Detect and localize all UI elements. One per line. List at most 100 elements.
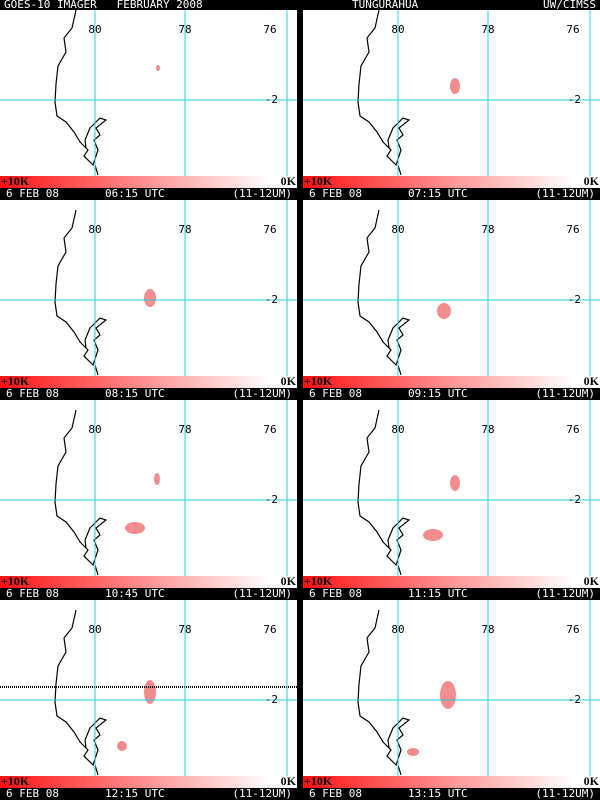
ash-plume <box>154 473 160 485</box>
time: 11:15 UTC <box>408 587 468 600</box>
scale-end <box>270 176 297 188</box>
image-panel: 80 78 76 -2 +10K 0K 6 FEB 08 11:15 UTC (11-12UM) <box>303 400 600 600</box>
color-scale <box>0 576 270 588</box>
longitude-label: 76 <box>566 223 579 236</box>
date: 6 FEB 08 <box>6 787 59 800</box>
color-scale <box>303 376 573 388</box>
image-panel: 80 78 76 -2 +10K 0K 6 FEB 08 12:15 UTC (11-12UM) <box>0 600 297 800</box>
latitude-label: -2 <box>265 93 278 106</box>
date: 6 FEB 08 <box>6 187 59 200</box>
time: 08:15 UTC <box>105 387 165 400</box>
latitude-label: -2 <box>568 693 581 706</box>
header-left: GOES-10 IMAGER FEBRUARY 2008 <box>4 0 203 11</box>
band: (11-12UM) <box>232 787 292 800</box>
color-scale <box>0 776 270 788</box>
latitude-label: -2 <box>568 93 581 106</box>
color-scale <box>0 176 270 188</box>
longitude-label: 78 <box>481 223 494 236</box>
scale-max: +10K <box>1 574 30 588</box>
scale-end <box>573 576 600 588</box>
scale-max: +10K <box>304 174 333 188</box>
scale-max: +10K <box>304 374 333 388</box>
longitude-label: 76 <box>263 23 276 36</box>
longitude-label: 78 <box>481 423 494 436</box>
scale-min: 0K <box>281 574 297 588</box>
scale-end <box>573 776 600 788</box>
color-scale <box>0 376 270 388</box>
scale-min: 0K <box>281 774 297 788</box>
ash-plume <box>407 748 419 756</box>
longitude-label: 78 <box>178 423 191 436</box>
longitude-label: 78 <box>481 23 494 36</box>
scale-end <box>270 576 297 588</box>
date: 6 FEB 08 <box>309 587 362 600</box>
ash-plume <box>440 681 456 709</box>
scale-min: 0K <box>281 174 297 188</box>
date: 6 FEB 08 <box>6 387 59 400</box>
longitude-label: 80 <box>391 23 404 36</box>
band: (11-12UM) <box>535 187 595 200</box>
time: 10:45 UTC <box>105 587 165 600</box>
color-scale <box>303 776 573 788</box>
scale-end <box>573 176 600 188</box>
panel-grid: 80 78 76 -2 +10K 0K 6 FEB 08 06:15 UTC (11-12UM)… <box>0 9 600 800</box>
scale-min: 0K <box>281 374 297 388</box>
image-panel: 80 78 76 -2 +10K 0K 6 FEB 08 13:15 UTC (11-12UM) <box>303 600 600 800</box>
image-panel: 80 78 76 -2 +10K 0K 6 FEB 08 09:15 UTC (11-12UM) <box>303 200 600 400</box>
longitude-label: 78 <box>178 223 191 236</box>
band: (11-12UM) <box>232 587 292 600</box>
image-area <box>0 200 297 376</box>
band: (11-12UM) <box>232 387 292 400</box>
ash-plume <box>156 65 160 71</box>
color-scale <box>303 576 573 588</box>
longitude-label: 78 <box>178 623 191 636</box>
image-panel: 80 78 76 -2 +10K 0K 6 FEB 08 10:45 UTC (11-12UM) <box>0 400 297 600</box>
longitude-label: 76 <box>263 623 276 636</box>
image-area <box>303 200 600 376</box>
image-area <box>0 10 297 176</box>
scale-end <box>270 376 297 388</box>
longitude-label: 76 <box>566 423 579 436</box>
latitude-label: -2 <box>265 493 278 506</box>
longitude-label: 80 <box>88 623 101 636</box>
scale-max: +10K <box>304 774 333 788</box>
longitude-label: 76 <box>566 23 579 36</box>
band: (11-12UM) <box>232 187 292 200</box>
date: 6 FEB 08 <box>309 387 362 400</box>
image-area <box>0 400 297 576</box>
image-panel: 80 78 76 -2 +10K 0K 6 FEB 08 08:15 UTC (11-12UM) <box>0 200 297 400</box>
latitude-label: -2 <box>568 493 581 506</box>
scale-end <box>270 776 297 788</box>
longitude-label: 80 <box>391 223 404 236</box>
scale-min: 0K <box>584 374 600 388</box>
scale-end <box>573 376 600 388</box>
scale-max: +10K <box>1 774 30 788</box>
longitude-label: 80 <box>391 623 404 636</box>
scale-max: +10K <box>1 374 30 388</box>
date: 6 FEB 08 <box>6 587 59 600</box>
date: 6 FEB 08 <box>309 187 362 200</box>
time: 12:15 UTC <box>105 787 165 800</box>
image-panel: 80 78 76 -2 +10K 0K 6 FEB 08 07:15 UTC (11-12UM) <box>303 9 600 200</box>
time: 06:15 UTC <box>105 187 165 200</box>
longitude-label: 80 <box>391 423 404 436</box>
time: 07:15 UTC <box>408 187 468 200</box>
ash-plume <box>437 303 451 319</box>
longitude-label: 78 <box>481 623 494 636</box>
latitude-label: -2 <box>265 293 278 306</box>
longitude-label: 80 <box>88 423 101 436</box>
band: (11-12UM) <box>535 787 595 800</box>
longitude-label: 80 <box>88 223 101 236</box>
scale-min: 0K <box>584 574 600 588</box>
longitude-label: 78 <box>178 23 191 36</box>
band: (11-12UM) <box>535 387 595 400</box>
scale-max: +10K <box>304 574 333 588</box>
longitude-label: 76 <box>263 423 276 436</box>
image-panel: 80 78 76 -2 +10K 0K 6 FEB 08 06:15 UTC (11-12UM) <box>0 9 297 200</box>
ash-plume <box>450 475 460 491</box>
header-right: UW/CIMSS <box>543 0 596 11</box>
scale-min: 0K <box>584 174 600 188</box>
time: 13:15 UTC <box>408 787 468 800</box>
longitude-label: 80 <box>88 23 101 36</box>
